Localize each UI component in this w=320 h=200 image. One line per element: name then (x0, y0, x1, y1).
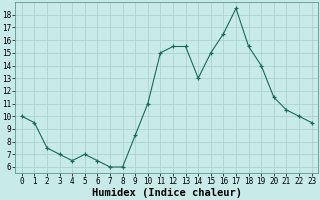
X-axis label: Humidex (Indice chaleur): Humidex (Indice chaleur) (92, 188, 242, 198)
